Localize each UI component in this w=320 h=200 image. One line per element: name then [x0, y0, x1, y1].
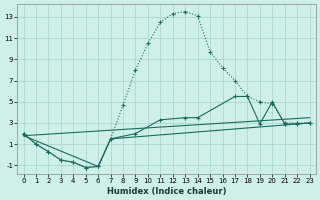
X-axis label: Humidex (Indice chaleur): Humidex (Indice chaleur): [107, 187, 226, 196]
